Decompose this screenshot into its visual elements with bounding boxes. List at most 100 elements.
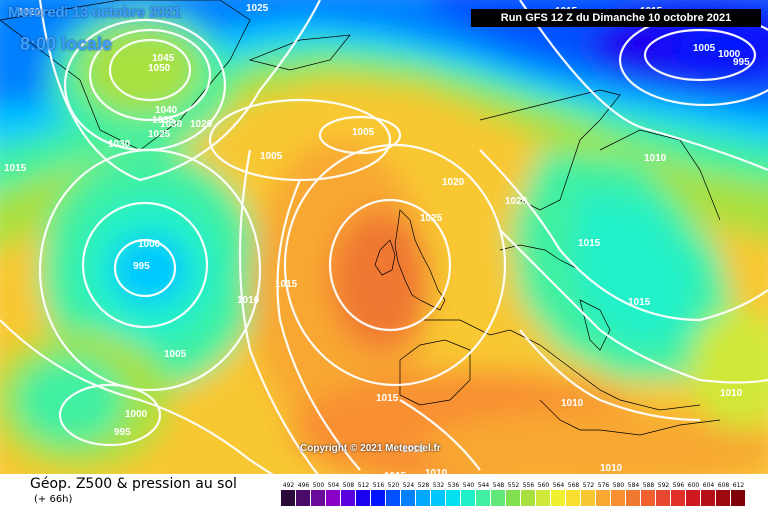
legend-swatch [476,490,490,506]
legend-swatch [536,490,550,506]
isobar-label: 1005 [352,127,375,138]
legend-value: 496 [298,482,310,489]
forecast-date: Mercredi 13 octobre 2021 [8,4,181,21]
isobar-label: 1010 [720,388,743,399]
isobar-labels: 1020 102510451050104010351030102510201030… [4,3,750,482]
isobar-label: 1025 [148,129,171,140]
isobar-label: 1015 [628,297,651,308]
legend-swatch [521,490,535,506]
isobar-label: 995 [733,57,750,68]
isobar-label: 1015 [4,163,27,174]
legend-swatch [311,490,325,506]
legend-value: 568 [568,482,580,489]
legend-value: 516 [373,482,385,489]
legend-swatch [731,490,745,506]
isobar-label: 1050 [148,63,171,74]
legend-swatch [416,490,430,506]
legend-value: 596 [673,482,685,489]
isobar-label: 1030 [108,139,131,150]
legend-swatch [371,490,385,506]
legend-swatch [386,490,400,506]
isobar-label: 1010 [644,153,667,164]
legend-swatch [566,490,580,506]
legend-value: 580 [613,482,625,489]
legend-value: 600 [688,482,700,489]
legend-swatch [491,490,505,506]
legend-swatch [506,490,520,506]
isobar-label: 1030 [160,119,183,130]
legend-swatch [686,490,700,506]
legend-value: 532 [433,482,445,489]
legend-swatch [461,490,475,506]
isobar-label: 1005 [260,151,283,162]
legend-swatch [326,490,340,506]
legend-swatch [716,490,730,506]
legend-value: 588 [643,482,655,489]
isobar-label: 1010 [561,398,584,409]
legend-value: 572 [583,482,595,489]
isobar-label: 1035 [152,115,175,126]
legend-value: 492 [283,482,295,489]
isobar-label: 1025 [420,213,443,224]
isobar-label: 1015 [578,238,601,249]
isobar-label: 1000 [138,239,161,250]
legend-swatch [356,490,370,506]
isobar-label: 1010 [237,295,260,306]
legend-value: 512 [358,482,370,489]
isobar-label: 1020 [190,119,213,130]
map-title: Géop. Z500 & pression au sol [30,476,237,492]
legend-value: 500 [313,482,325,489]
legend-value: 552 [508,482,520,489]
legend-value: 508 [343,482,355,489]
isobar-label: 1000 [718,49,741,60]
legend-swatch [446,490,460,506]
legend-value: 556 [523,482,535,489]
legend-swatch [296,490,310,506]
legend-swatch [611,490,625,506]
isobar-label: 1010 [600,463,623,474]
copyright: Copyright © 2021 Meteociel.fr [300,443,441,454]
legend-value: 584 [628,482,640,489]
legend-value: 612 [733,482,745,489]
legend-value: 504 [328,482,340,489]
legend-swatch [341,490,355,506]
legend-value: 576 [598,482,610,489]
legend-swatch [656,490,670,506]
legend-value: 528 [418,482,430,489]
isobar-label: 1040 [155,105,178,116]
legend-swatch [596,490,610,506]
legend-swatch [401,490,415,506]
isobar-label: 995 [114,427,131,438]
forecast-step: (+ 66h) [34,494,73,505]
legend-value: 592 [658,482,670,489]
legend-swatch [431,490,445,506]
legend-swatch [281,490,295,506]
legend-swatch [701,490,715,506]
legend-swatch [671,490,685,506]
legend-value: 560 [538,482,550,489]
isobar-label: 1020 [18,7,41,18]
isobar-label: 1015 [376,393,399,404]
legend-value: 564 [553,482,565,489]
legend-swatch [551,490,565,506]
color-legend: 492 496 500 504 508 512 516 520 524 528 532 536 540 5… [281,482,745,506]
isobar-label: 1020 [442,177,465,188]
isobar-label: 1015 [275,279,298,290]
isobar-label: 1025 [246,3,269,14]
legend-value: 608 [718,482,730,489]
z500-field [0,0,768,500]
isobar-label: 1045 [152,53,175,64]
isobar-label: 1020 [505,196,528,207]
legend-swatch [626,490,640,506]
legend-value: 548 [493,482,505,489]
run-info: Run GFS 12 Z du Dimanche 10 octobre 2021 [471,9,761,27]
legend-value: 604 [703,482,715,489]
isobar-label: 1015 [402,444,425,455]
isobar-label: 1005 [693,43,716,54]
legend-value: 520 [388,482,400,489]
forecast-time: 8:00 locale [20,34,113,54]
legend-value: 544 [478,482,490,489]
legend-swatch [641,490,655,506]
legend-value: 536 [448,482,460,489]
